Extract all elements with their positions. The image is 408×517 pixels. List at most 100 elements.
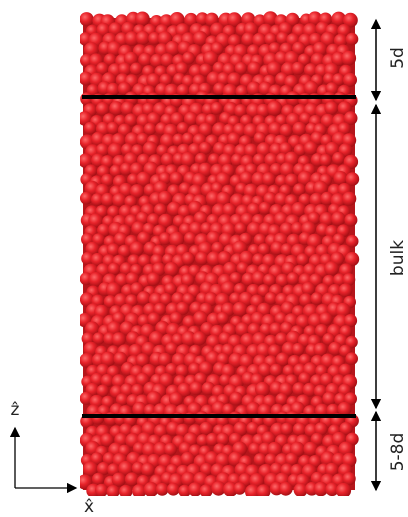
particle — [282, 364, 296, 377]
particle — [342, 472, 356, 486]
particle — [266, 61, 282, 77]
particle — [124, 31, 140, 46]
particle — [253, 131, 267, 145]
particle — [234, 62, 248, 75]
particle — [338, 283, 353, 298]
particle — [192, 331, 207, 346]
particle — [148, 331, 164, 346]
particle — [91, 193, 104, 206]
particle — [246, 202, 261, 217]
particle — [198, 122, 213, 137]
particle — [331, 11, 347, 27]
particle — [341, 50, 357, 66]
particle — [241, 32, 256, 47]
particle — [319, 373, 334, 387]
particle — [153, 203, 167, 217]
particle — [199, 484, 213, 496]
particle — [216, 311, 229, 325]
particle — [168, 392, 184, 407]
particle — [292, 41, 306, 55]
particle — [322, 391, 337, 406]
particle — [292, 121, 307, 136]
particle — [264, 291, 278, 305]
particle — [146, 73, 161, 88]
particle — [91, 131, 106, 147]
particle — [117, 81, 132, 96]
particle — [83, 341, 99, 357]
particle — [216, 432, 230, 446]
particle — [251, 171, 267, 187]
particle — [142, 141, 158, 157]
particle — [158, 373, 174, 388]
particle — [95, 102, 110, 116]
particle — [247, 61, 262, 76]
particle — [205, 350, 221, 366]
particle — [269, 363, 283, 377]
particle — [105, 282, 121, 298]
particle — [264, 453, 278, 466]
particle — [85, 321, 100, 336]
particle — [92, 332, 105, 345]
particle — [345, 32, 359, 46]
particle — [165, 40, 180, 56]
particle — [100, 351, 116, 367]
particle — [96, 384, 109, 397]
particle — [106, 321, 122, 336]
particle — [103, 295, 117, 309]
particle — [129, 184, 145, 199]
particle — [324, 101, 339, 115]
particle — [344, 392, 357, 406]
particle — [198, 162, 213, 177]
particle — [268, 322, 283, 337]
particle — [256, 103, 270, 118]
particle — [176, 122, 189, 135]
particle — [256, 342, 272, 358]
particle — [132, 401, 147, 417]
particle — [344, 213, 358, 227]
particle — [211, 481, 226, 496]
particle — [229, 272, 242, 285]
particle — [175, 301, 190, 316]
particle — [302, 382, 317, 397]
particle — [267, 100, 283, 116]
particle — [269, 462, 284, 477]
particle — [303, 80, 319, 96]
particle — [118, 460, 134, 476]
particle — [141, 341, 156, 357]
particle — [113, 351, 128, 366]
particle — [138, 52, 153, 67]
particle — [275, 174, 288, 188]
particle — [339, 422, 353, 436]
particle — [83, 121, 97, 135]
particle — [164, 282, 177, 296]
particle — [150, 53, 164, 68]
particle — [338, 363, 352, 377]
particle — [132, 484, 147, 496]
particle — [320, 451, 336, 467]
particle — [284, 173, 299, 188]
particle — [299, 112, 312, 125]
particle — [345, 335, 358, 349]
particle — [80, 353, 95, 368]
particle — [202, 50, 219, 66]
particle — [136, 291, 151, 306]
particle — [119, 484, 133, 496]
particle — [80, 153, 93, 168]
particle — [80, 12, 94, 27]
particle — [96, 462, 111, 476]
particle — [245, 484, 261, 496]
particle — [83, 42, 99, 58]
particle — [217, 251, 232, 266]
particle — [127, 173, 140, 186]
particle — [124, 113, 138, 127]
particle — [310, 432, 324, 446]
particle — [246, 401, 261, 417]
particle — [141, 462, 155, 477]
particle — [332, 151, 345, 165]
particle — [155, 482, 169, 496]
particle — [130, 383, 144, 397]
particle — [343, 12, 358, 28]
particle — [285, 12, 300, 27]
particle — [169, 171, 184, 186]
